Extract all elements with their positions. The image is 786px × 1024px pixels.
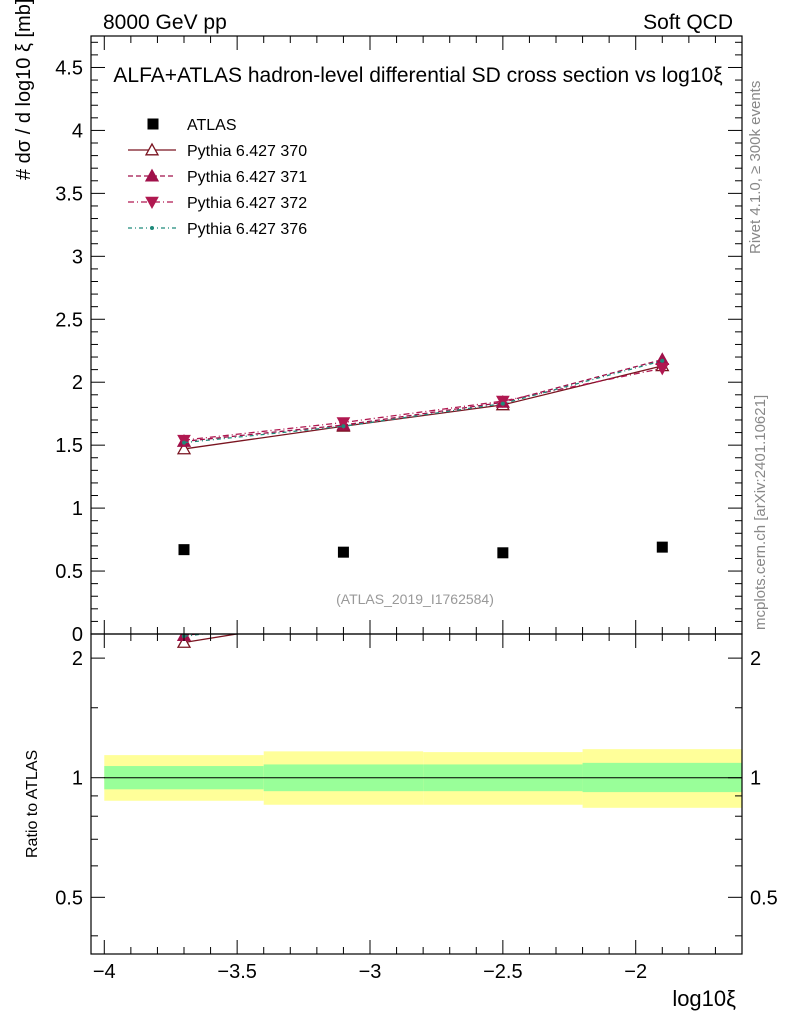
ratio-series-0-point-1 xyxy=(337,611,349,622)
main-ytick-label-5: 2.5 xyxy=(55,309,83,331)
xtick-label-4: −2 xyxy=(624,961,647,983)
main-series-line-3 xyxy=(183,360,663,444)
legend-marker-0 xyxy=(144,142,160,156)
data-point-3 xyxy=(656,541,668,553)
ratio-series-1-point-3 xyxy=(656,573,668,584)
legend-marker-1 xyxy=(144,168,160,182)
main-series-3-point-3 xyxy=(660,358,665,363)
data-point-2 xyxy=(497,547,509,559)
ratio-ytick-label-left-0: 0.5 xyxy=(55,887,83,909)
legend: ATLAS Pythia 6.427 370 Pythia 6.427 371 Pyt… xyxy=(128,117,307,238)
ratio-series-3-point-1 xyxy=(341,615,345,619)
ratio-series-1-point-1 xyxy=(337,610,349,621)
energy-label: 8000 GeV pp xyxy=(103,11,227,34)
ratio-y-axis-label: Ratio to ATLAS xyxy=(24,750,41,858)
chart-title: ALFA+ATLAS hadron-level differential SD … xyxy=(113,64,722,87)
ratio-series-0-point-3 xyxy=(656,577,668,588)
ratio-series-1-point-2 xyxy=(497,591,509,602)
ratio-frame xyxy=(90,633,743,955)
legend-marker-3 xyxy=(150,226,154,230)
main-ytick-label-4: 2 xyxy=(72,372,83,394)
main-series-line-0 xyxy=(183,365,663,450)
main-series-2-point-1 xyxy=(336,417,351,430)
x-axis-label: log10ξ xyxy=(672,986,736,1011)
legend-label-3: Pythia 6.427 376 xyxy=(187,221,307,238)
analysis-watermark: (ATLAS_2019_I1762584) xyxy=(336,591,494,607)
ratio-ytick-label-right-0: 0.5 xyxy=(750,887,778,909)
main-series-line-1 xyxy=(183,358,663,443)
main-series-line-2 xyxy=(183,367,663,441)
process-label: Soft QCD xyxy=(643,11,733,34)
main-ytick-label-2: 1 xyxy=(72,498,83,520)
main-ytick-label-3: 1.5 xyxy=(55,435,83,457)
rivet-version-label: Rivet 4.1.0, ≥ 300k events xyxy=(747,81,764,254)
main-ytick-label-0: 0 xyxy=(72,624,83,646)
ratio-ytick-label-right-2: 2 xyxy=(750,648,761,670)
ratio-series-3-point-2 xyxy=(501,596,505,600)
main-ytick-label-1: 0.5 xyxy=(55,561,83,583)
ratio-bands-layer xyxy=(104,749,742,808)
axes-layer: 0 0.5 1 1.5 2 2.5 3 3.5 4 4.5 −4 −3.5 −3 −2.5 −2 0.5 0.5… xyxy=(55,35,778,983)
main-series-2-point-3 xyxy=(655,363,670,376)
main-ytick-label-8: 4 xyxy=(72,120,83,142)
xtick-label-2: −3 xyxy=(359,961,382,983)
legend-label-2: Pythia 6.427 372 xyxy=(187,195,307,212)
main-y-axis-label: # dσ / d log10 ξ [mb] xyxy=(13,0,35,180)
xtick-label-1: −3.5 xyxy=(217,961,256,983)
ratio-ytick-label-right-1: 1 xyxy=(750,768,761,790)
legend-marker-atlas xyxy=(147,118,159,130)
main-ytick-label-9: 4.5 xyxy=(55,57,83,79)
main-series-3-point-2 xyxy=(500,401,505,406)
legend-marker-2 xyxy=(145,196,159,210)
legend-label-0: Pythia 6.427 370 xyxy=(187,143,307,160)
xtick-label-0: −4 xyxy=(93,961,116,983)
ratio-series-2-point-3 xyxy=(656,580,668,591)
ratio-series-2-point-2 xyxy=(497,591,509,602)
mcplots-label: mcplots.cern.ch [arXiv:2401.10621] xyxy=(752,395,769,630)
main-series-3-point-0 xyxy=(182,440,186,445)
ratio-series-0-point-2 xyxy=(497,593,509,604)
ratio-ytick-label-left-2: 2 xyxy=(72,648,83,670)
main-series-3-point-1 xyxy=(341,424,346,429)
data-point-1 xyxy=(337,546,349,558)
ratio-ytick-label-left-1: 1 xyxy=(72,768,83,790)
main-series-layer xyxy=(176,352,670,559)
main-ytick-label-7: 3.5 xyxy=(55,183,83,205)
legend-label-atlas: ATLAS xyxy=(187,117,237,134)
data-point-0 xyxy=(178,544,190,556)
ratio-series-3-point-3 xyxy=(660,578,664,582)
main-series-0-point-0 xyxy=(176,441,192,455)
ratio-series-2-point-1 xyxy=(337,609,349,620)
main-ytick-label-6: 3 xyxy=(72,246,83,268)
legend-label-1: Pythia 6.427 371 xyxy=(187,169,307,186)
ratio-series-0-point-0 xyxy=(176,635,192,648)
xtick-label-3: −2.5 xyxy=(483,961,522,983)
